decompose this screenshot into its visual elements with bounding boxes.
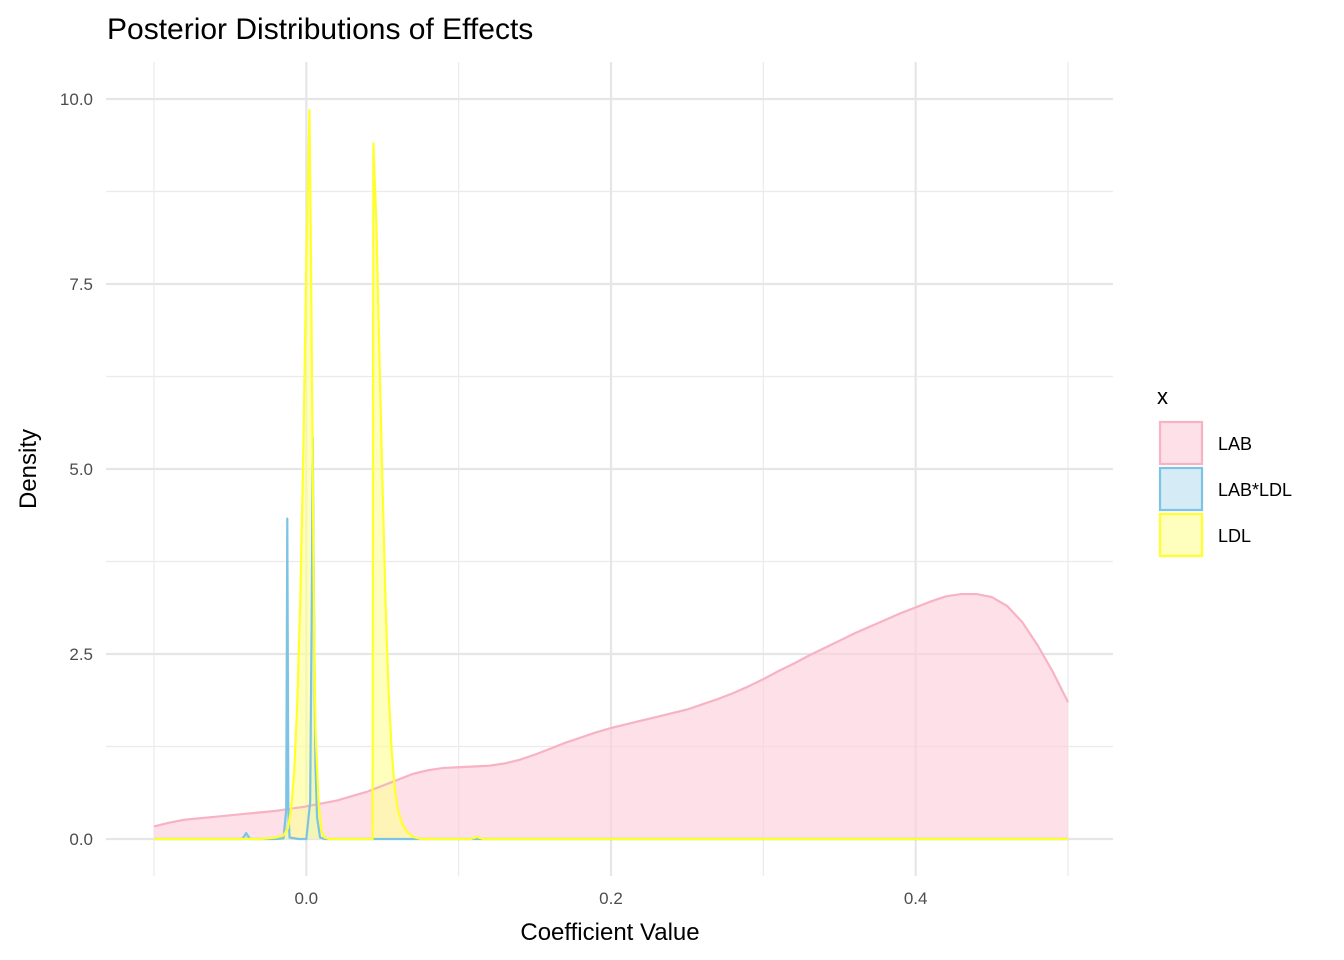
- x-tick-labels: 0.0 0.2 0.4: [295, 889, 928, 908]
- series-line-lab: [153, 592, 1069, 828]
- y-axis-title: Density: [15, 429, 42, 509]
- y-tick-label: 5.0: [69, 460, 93, 479]
- series-fills: [154, 110, 1068, 840]
- legend: x LAB LAB*LDL LDL: [1157, 384, 1292, 558]
- legend-key-lab: [1158, 420, 1204, 466]
- y-tick-label: 7.5: [69, 275, 93, 294]
- legend-key-lab-ldl: [1158, 466, 1204, 512]
- series-area-ldl: [154, 110, 1068, 840]
- legend-item-lab: LAB: [1158, 420, 1252, 466]
- legend-label-ldl: LDL: [1218, 526, 1251, 546]
- legend-item-ldl: LDL: [1158, 512, 1251, 558]
- y-tick-labels: 0.0 2.5 5.0 7.5 10.0: [60, 90, 93, 849]
- x-axis-title: Coefficient Value: [520, 919, 699, 946]
- legend-item-lab-ldl: LAB*LDL: [1158, 466, 1292, 512]
- chart-title: Posterior Distributions of Effects: [107, 13, 533, 46]
- x-tick-label: 0.4: [904, 889, 928, 908]
- series-area-lab: [154, 594, 1068, 839]
- y-tick-label: 0.0: [69, 830, 93, 849]
- y-tick-label: 10.0: [60, 90, 93, 109]
- x-tick-label: 0.2: [599, 889, 623, 908]
- legend-items: LAB LAB*LDL LDL: [1158, 420, 1292, 558]
- series-line-ldl: [154, 108, 1068, 841]
- series-lines: [153, 108, 1069, 841]
- legend-label-lab-ldl: LAB*LDL: [1218, 480, 1292, 500]
- legend-title: x: [1157, 384, 1168, 409]
- y-tick-label: 2.5: [69, 645, 93, 664]
- legend-label-lab: LAB: [1218, 434, 1252, 454]
- x-tick-label: 0.0: [295, 889, 319, 908]
- legend-key-ldl: [1158, 512, 1204, 558]
